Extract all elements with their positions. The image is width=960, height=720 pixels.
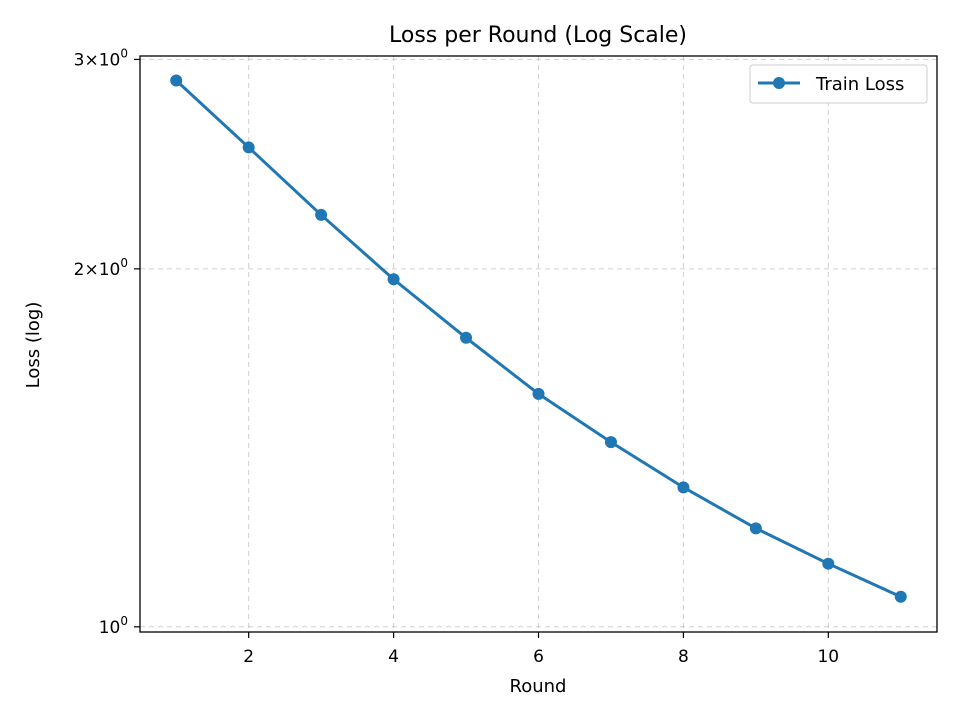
y-tick-label: 3×100	[74, 46, 128, 70]
legend: Train Loss	[749, 64, 928, 104]
y-tick-label: 2×100	[74, 256, 128, 280]
x-tick-label: 4	[388, 647, 399, 667]
data-point	[242, 141, 255, 154]
grid	[140, 56, 937, 632]
x-tick-label: 10	[817, 647, 839, 667]
data-point	[894, 590, 907, 603]
y-tick-label: 100	[99, 614, 128, 638]
series-layer	[170, 74, 907, 603]
x-tick-label: 2	[243, 647, 254, 667]
data-point	[532, 387, 545, 400]
y-axis-ticks: 100 2×100 3×100	[74, 46, 140, 638]
data-point	[387, 273, 400, 286]
legend-label-train-loss: Train Loss	[815, 74, 904, 95]
data-point	[677, 481, 690, 494]
x-axis-ticks: 2 4 6 8 10	[243, 632, 839, 667]
x-tick-label: 8	[678, 647, 689, 667]
x-axis-label: Round	[510, 676, 567, 697]
data-point	[749, 522, 762, 535]
data-point	[170, 74, 183, 87]
legend-marker	[773, 77, 785, 89]
legend-box	[749, 64, 928, 104]
chart-title: Loss per Round (Log Scale)	[389, 23, 687, 48]
data-point	[460, 331, 473, 344]
data-point	[315, 208, 328, 221]
data-point	[604, 436, 617, 449]
data-point	[822, 557, 835, 570]
x-tick-label: 6	[533, 647, 544, 667]
y-axis-label: Loss (log)	[23, 302, 44, 389]
